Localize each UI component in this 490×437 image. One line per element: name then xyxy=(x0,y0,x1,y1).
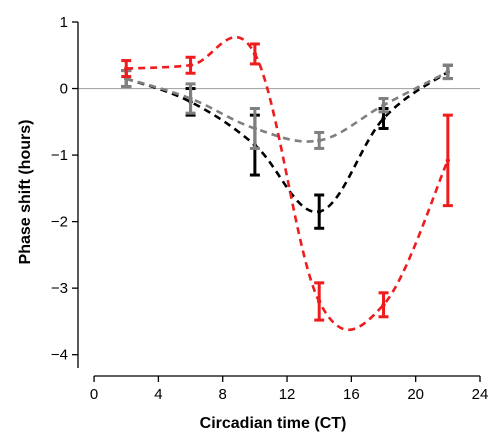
data-point xyxy=(445,69,451,75)
series-2 xyxy=(121,36,453,332)
x-axis-title: Circadian time (CT) xyxy=(200,415,347,432)
tick-labels-layer: 1 0 −1 −2 −3 −4 0 4 8 12 16 20 24 xyxy=(51,14,488,403)
x-tick-label: 12 xyxy=(279,386,296,403)
axes-layer xyxy=(72,21,481,382)
series-0 xyxy=(121,63,453,230)
data-point xyxy=(252,126,258,131)
data-point xyxy=(381,102,386,108)
y-axis-title: Phase shift (hours) xyxy=(17,120,34,265)
data-point xyxy=(317,209,322,214)
series-line xyxy=(125,70,449,143)
x-tick-label: 0 xyxy=(90,386,98,403)
x-tick-label: 24 xyxy=(472,386,489,403)
data-point xyxy=(188,96,193,101)
x-tick-label: 20 xyxy=(407,386,424,403)
x-tick-label: 16 xyxy=(343,386,360,403)
data-point xyxy=(381,302,386,307)
y-tick-label: 0 xyxy=(60,81,68,98)
data-point xyxy=(317,299,322,304)
series-layer xyxy=(121,36,453,332)
x-tick-label: 8 xyxy=(219,386,227,403)
y-tick-label: 1 xyxy=(60,14,68,31)
x-tick-label: 4 xyxy=(154,386,162,403)
y-tick-label: −4 xyxy=(51,347,68,364)
y-tick-label: −2 xyxy=(51,214,68,231)
y-tick-label: −3 xyxy=(51,280,68,297)
data-point xyxy=(445,158,451,163)
data-point xyxy=(252,51,258,57)
data-point xyxy=(381,116,386,121)
series-line xyxy=(126,36,450,332)
data-point xyxy=(317,138,322,143)
data-point xyxy=(124,66,129,71)
series-1 xyxy=(121,63,453,150)
data-point xyxy=(188,63,193,68)
y-tick-label: −1 xyxy=(51,147,68,164)
